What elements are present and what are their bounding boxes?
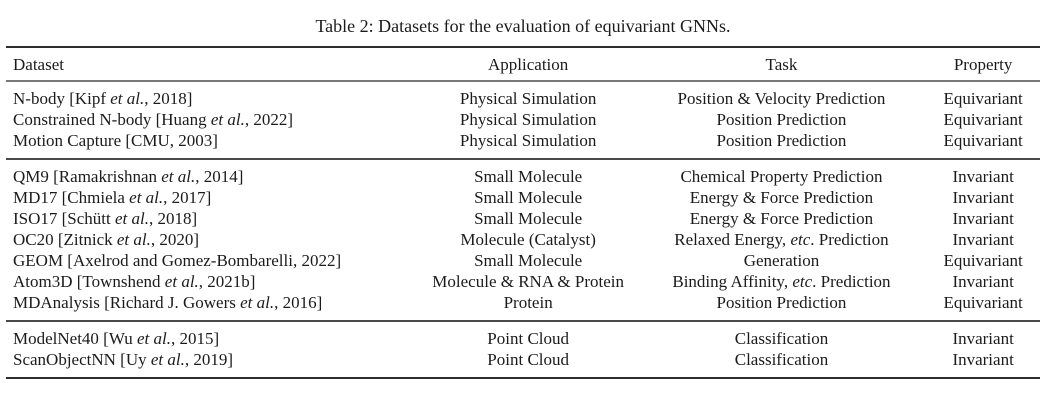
cell-application: Small Molecule bbox=[474, 209, 583, 228]
datasets-table: Dataset Application Task Property N-body… bbox=[6, 46, 1040, 379]
cell-dataset: OC20 [Zitnick et al., 2020] bbox=[13, 230, 200, 249]
cell-application: Molecule & RNA & Protein bbox=[432, 272, 625, 291]
column-header-application: Application bbox=[419, 46, 637, 82]
cell-dataset: ModelNet40 [Wu et al., 2015] bbox=[13, 329, 220, 348]
cell-property: Invariant bbox=[952, 329, 1014, 348]
cell-task: Classification bbox=[636, 349, 927, 379]
cell-task: Energy & Force Prediction bbox=[689, 209, 874, 228]
table-row: ISO17 [Schütt et al., 2018] Small Molecul… bbox=[6, 208, 1040, 229]
cell-task: Relaxed Energy, etc. Prediction bbox=[674, 230, 889, 249]
cell-application: Small Molecule bbox=[474, 251, 583, 270]
table-row: Motion Capture [CMU, 2003] Physical Simul… bbox=[6, 130, 1040, 160]
cell-dataset: Constrained N-body [Huang et al., 2022] bbox=[13, 110, 293, 129]
table-row: OC20 [Zitnick et al., 2020] Molecule (Cat… bbox=[6, 229, 1040, 250]
cell-property: Invariant bbox=[952, 209, 1014, 228]
row-group-molecule: QM9 [Ramakrishnan et al., 2014] Small Mol… bbox=[6, 159, 1040, 322]
cell-application: Point Cloud bbox=[419, 349, 637, 379]
cell-property: Invariant bbox=[952, 167, 1014, 186]
table-caption: Table 2: Datasets for the evaluation of … bbox=[315, 16, 731, 36]
column-header-task: Task bbox=[636, 46, 927, 82]
cell-application: Physical Simulation bbox=[419, 130, 637, 160]
table-row: Atom3D [Townshend et al., 2021b] Molecule… bbox=[6, 271, 1040, 292]
cell-property: Equivariant bbox=[943, 110, 1023, 129]
cell-task: Position Prediction bbox=[716, 110, 847, 129]
paper-table-figure: Table 2: Datasets for the evaluation of … bbox=[6, 16, 1040, 379]
cell-dataset: ISO17 [Schütt et al., 2018] bbox=[13, 209, 198, 228]
table-row: MD17 [Chmiela et al., 2017] Small Molecul… bbox=[6, 187, 1040, 208]
row-group-physical-simulation: N-body [Kipf et al., 2018] Physical Simul… bbox=[6, 81, 1040, 160]
cell-task: Chemical Property Prediction bbox=[680, 167, 883, 186]
table-row: N-body [Kipf et al., 2018] Physical Simul… bbox=[6, 81, 1040, 109]
cell-task: Binding Affinity, etc. Prediction bbox=[672, 272, 891, 291]
cell-property: Invariant bbox=[952, 230, 1014, 249]
column-header-property: Property bbox=[926, 46, 1040, 82]
cell-dataset: QM9 [Ramakrishnan et al., 2014] bbox=[13, 167, 244, 186]
cell-dataset: ScanObjectNN [Uy et al., 2019] bbox=[6, 349, 420, 379]
table-row: Constrained N-body [Huang et al., 2022] P… bbox=[6, 109, 1040, 130]
cell-task: Position Prediction bbox=[636, 130, 927, 160]
cell-application: Molecule (Catalyst) bbox=[460, 230, 596, 249]
cell-property: Invariant bbox=[952, 188, 1014, 207]
cell-property: Invariant bbox=[926, 349, 1040, 379]
cell-property: Equivariant bbox=[943, 89, 1023, 108]
table-row: ScanObjectNN [Uy et al., 2019] Point Clou… bbox=[6, 349, 1040, 379]
cell-task: Position Prediction bbox=[636, 292, 927, 322]
column-header-dataset: Dataset bbox=[6, 46, 420, 82]
cell-property: Equivariant bbox=[926, 130, 1040, 160]
table-row: MDAnalysis [Richard J. Gowers et al., 20… bbox=[6, 292, 1040, 322]
cell-dataset: MDAnalysis [Richard J. Gowers et al., 20… bbox=[6, 292, 420, 322]
cell-task: Position & Velocity Prediction bbox=[677, 89, 886, 108]
cell-task: Energy & Force Prediction bbox=[689, 188, 874, 207]
table-row: QM9 [Ramakrishnan et al., 2014] Small Mol… bbox=[6, 159, 1040, 187]
cell-application: Physical Simulation bbox=[459, 110, 597, 129]
table-header: Dataset Application Task Property bbox=[6, 46, 1040, 82]
cell-dataset: GEOM [Axelrod and Gomez-Bombarelli, 2022… bbox=[13, 251, 342, 270]
cell-application: Point Cloud bbox=[487, 329, 570, 348]
cell-property: Equivariant bbox=[943, 251, 1023, 270]
cell-dataset: Motion Capture [CMU, 2003] bbox=[6, 130, 420, 160]
cell-application: Small Molecule bbox=[474, 188, 583, 207]
cell-application: Physical Simulation bbox=[459, 89, 597, 108]
cell-task: Generation bbox=[743, 251, 820, 270]
cell-dataset: Atom3D [Townshend et al., 2021b] bbox=[13, 272, 256, 291]
table-row: GEOM [Axelrod and Gomez-Bombarelli, 2022… bbox=[6, 250, 1040, 271]
cell-application: Small Molecule bbox=[474, 167, 583, 186]
cell-application: Protein bbox=[419, 292, 637, 322]
row-group-point-cloud: ModelNet40 [Wu et al., 2015] Point Cloud C… bbox=[6, 321, 1040, 379]
cell-property: Equivariant bbox=[926, 292, 1040, 322]
cell-dataset: MD17 [Chmiela et al., 2017] bbox=[13, 188, 212, 207]
cell-task: Classification bbox=[734, 329, 829, 348]
table-row: ModelNet40 [Wu et al., 2015] Point Cloud C… bbox=[6, 321, 1040, 349]
cell-property: Invariant bbox=[952, 272, 1014, 291]
header-row: Dataset Application Task Property bbox=[6, 46, 1040, 82]
cell-dataset: N-body [Kipf et al., 2018] bbox=[13, 89, 193, 108]
